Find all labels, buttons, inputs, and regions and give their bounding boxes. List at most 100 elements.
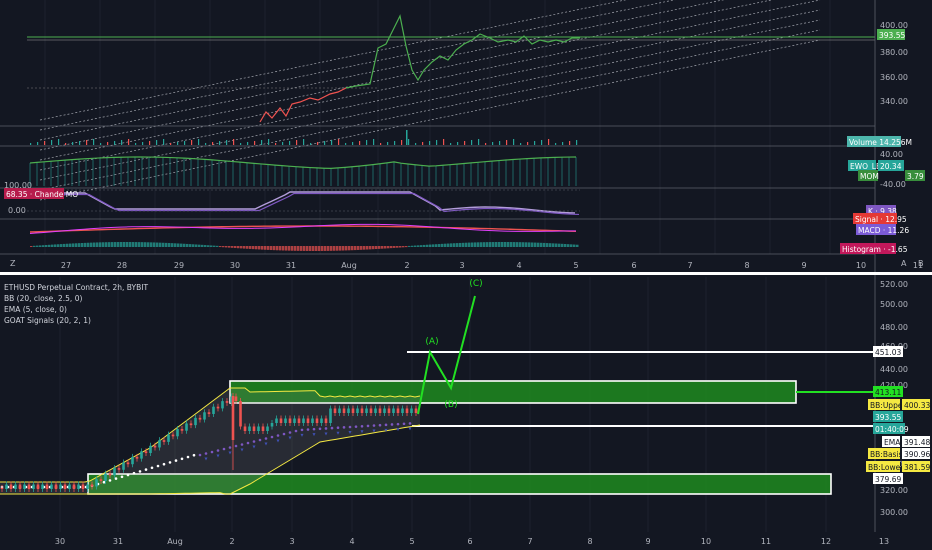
level-413-tag: 413.11 [873, 386, 903, 397]
price-axis-label: 440.00 [880, 365, 908, 374]
a-label: A [901, 259, 907, 268]
date-label: 5 [573, 261, 578, 270]
signal-tag-text: Signal · 12.95 [855, 215, 907, 224]
volume-bar [401, 140, 403, 145]
histogram-bar [186, 243, 189, 247]
goat-arrow [228, 451, 232, 455]
histogram-bar [444, 243, 447, 247]
bb-upper-tag-text: BB:Upper [870, 401, 906, 410]
candle-body [158, 440, 161, 448]
date-label: 30 [230, 261, 240, 270]
volume-bar [408, 139, 410, 145]
goat-arrow [288, 436, 292, 440]
histogram-bar [459, 242, 462, 247]
histogram-bar [573, 244, 576, 247]
histogram-bar [360, 246, 363, 250]
signal-tag: Signal · 12.95 [853, 213, 907, 224]
volume-bar [163, 139, 165, 145]
histogram-bar [564, 243, 567, 247]
k-tag-bg [866, 205, 896, 216]
volume-bar [555, 143, 557, 145]
histogram-bar [120, 242, 123, 247]
goat-dot [282, 432, 286, 436]
volume-bar [149, 141, 151, 145]
ema-value-tag-text: 391.48 [904, 438, 930, 447]
histogram-bar [84, 242, 87, 247]
histogram-bar [117, 242, 120, 247]
channel-line [39, 0, 773, 151]
histogram-bar [213, 245, 216, 247]
volume-bar [527, 142, 529, 145]
bb-basis-value-tag: 390.96 [902, 448, 930, 459]
goat-dot [276, 434, 280, 437]
goat-dot [114, 477, 118, 480]
volume-bar [93, 139, 95, 145]
volume-bar [548, 139, 550, 145]
candle-body [113, 468, 116, 476]
goat-dot [336, 426, 340, 430]
b-label: B [918, 259, 924, 268]
volume-bar [177, 142, 179, 145]
goat-dot [108, 479, 112, 482]
candle-body [284, 418, 287, 423]
volume-bar [366, 140, 368, 145]
volume-bar [345, 143, 347, 145]
legend-line: ETHUSD Perpetual Contract, 2h, BYBIT [4, 283, 148, 292]
histogram-bar [465, 242, 468, 247]
goat-dot [138, 470, 142, 473]
date-label: 2 [229, 537, 234, 546]
channel-line [39, 0, 725, 141]
histogram-bar [240, 246, 243, 249]
ewo-value-tag-bg [878, 160, 904, 171]
date-label: 3 [289, 537, 294, 546]
histogram-bar [363, 246, 366, 250]
countdown-tag-bg [873, 423, 905, 434]
goat-dot [102, 480, 106, 484]
histogram-bar [549, 243, 552, 247]
candle-body [126, 462, 130, 465]
goat-dot [192, 453, 196, 457]
volume-bar [268, 139, 270, 145]
histogram-bar [69, 243, 72, 247]
candle-body [176, 429, 179, 437]
candle-body [270, 423, 274, 427]
histogram-bar [543, 242, 546, 247]
mom-value-tag-bg [905, 170, 925, 181]
volume-bar [457, 142, 459, 145]
candle-body [180, 429, 184, 431]
price-axis-label: 340.00 [880, 97, 908, 106]
histogram-bar [228, 246, 231, 248]
goat-dot [240, 443, 244, 446]
candle-body [203, 412, 206, 420]
level-379-tag: 379.69 [873, 473, 903, 484]
chande-tag-text: 68.35 · Chande MO [6, 190, 78, 199]
volume-bar [107, 142, 109, 145]
volume-bar [296, 140, 298, 145]
histogram-bar [318, 246, 321, 251]
histogram-bar [456, 243, 459, 247]
volume-bar [191, 140, 193, 145]
histogram-bar [291, 246, 294, 251]
goat-dot [306, 428, 310, 431]
candle-body [189, 423, 193, 426]
goat-arrow [324, 432, 328, 436]
macd-line [29, 223, 577, 234]
volume-bar [205, 143, 207, 145]
mom-tag-text: MOM [860, 172, 879, 181]
histogram-bar [408, 245, 411, 247]
histogram-bar [282, 246, 285, 251]
date-label: 8 [587, 537, 592, 546]
date-label: 9 [801, 261, 806, 270]
goat-dot [372, 424, 376, 427]
candle-body [212, 406, 215, 414]
price-tag-bg [877, 29, 905, 40]
date-label: 13 [879, 537, 889, 546]
histogram-bar [126, 242, 129, 247]
candle-body [59, 484, 62, 489]
goat-dot [354, 425, 358, 428]
histogram-bar [390, 246, 393, 249]
histogram-bar [225, 246, 228, 248]
date-label: 11 [761, 537, 771, 546]
volume-bar [58, 139, 60, 145]
